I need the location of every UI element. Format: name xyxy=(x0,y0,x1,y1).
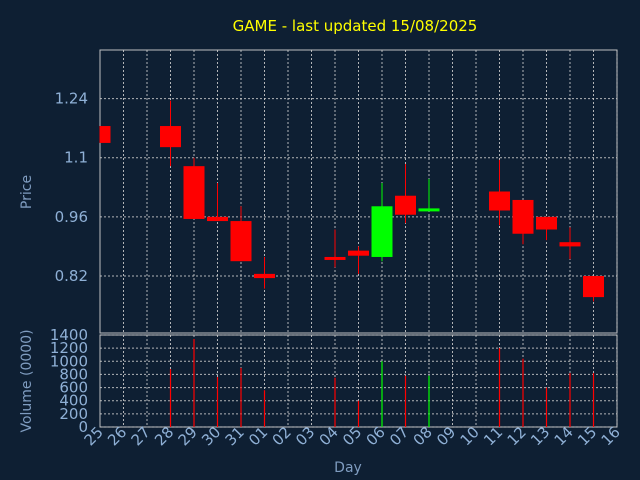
volume-tick-label: 0 xyxy=(78,418,88,436)
price-panel: 0.82 0.96 1.1 1.24 xyxy=(55,49,618,334)
x-axis: 2526272829303101020304050607080910111213… xyxy=(81,423,624,449)
price-panel-frame xyxy=(99,49,618,334)
chart-title: GAME - last updated 15/08/2025 xyxy=(233,17,478,35)
candle-body xyxy=(536,216,557,230)
candle-body xyxy=(583,275,604,298)
candle-body xyxy=(348,250,369,256)
price-axis-label: Price xyxy=(19,175,35,209)
volume-tick-label: 400 xyxy=(59,392,88,410)
price-tick-label: 0.82 xyxy=(55,267,88,285)
candle-body xyxy=(324,256,346,260)
volume-axis-label: Volume (0000) xyxy=(19,329,35,432)
price-tick-label: 1.1 xyxy=(64,149,88,167)
candle-body xyxy=(559,242,581,247)
volume-tick-label: 1000 xyxy=(50,352,88,370)
candle-body xyxy=(254,273,275,279)
volume-tick-label: 600 xyxy=(59,379,88,397)
candle-body xyxy=(395,195,416,215)
candle-body xyxy=(230,221,252,262)
candle-body xyxy=(418,208,440,212)
candle-body xyxy=(512,199,534,234)
candle-body xyxy=(183,166,205,219)
x-axis-label: Day xyxy=(334,460,362,476)
candle-body xyxy=(371,206,393,257)
volume-tick-label: 1400 xyxy=(50,326,88,344)
price-tick-label: 1.24 xyxy=(55,90,88,108)
candle-body xyxy=(207,216,228,222)
candle-body xyxy=(489,191,510,211)
volume-tick-label: 200 xyxy=(59,405,88,423)
volume-tick-label: 800 xyxy=(59,365,88,383)
volume-tick-label: 1200 xyxy=(50,339,88,357)
candle-body xyxy=(160,126,181,148)
price-tick-label: 0.96 xyxy=(55,208,88,226)
candle-body xyxy=(100,126,111,143)
